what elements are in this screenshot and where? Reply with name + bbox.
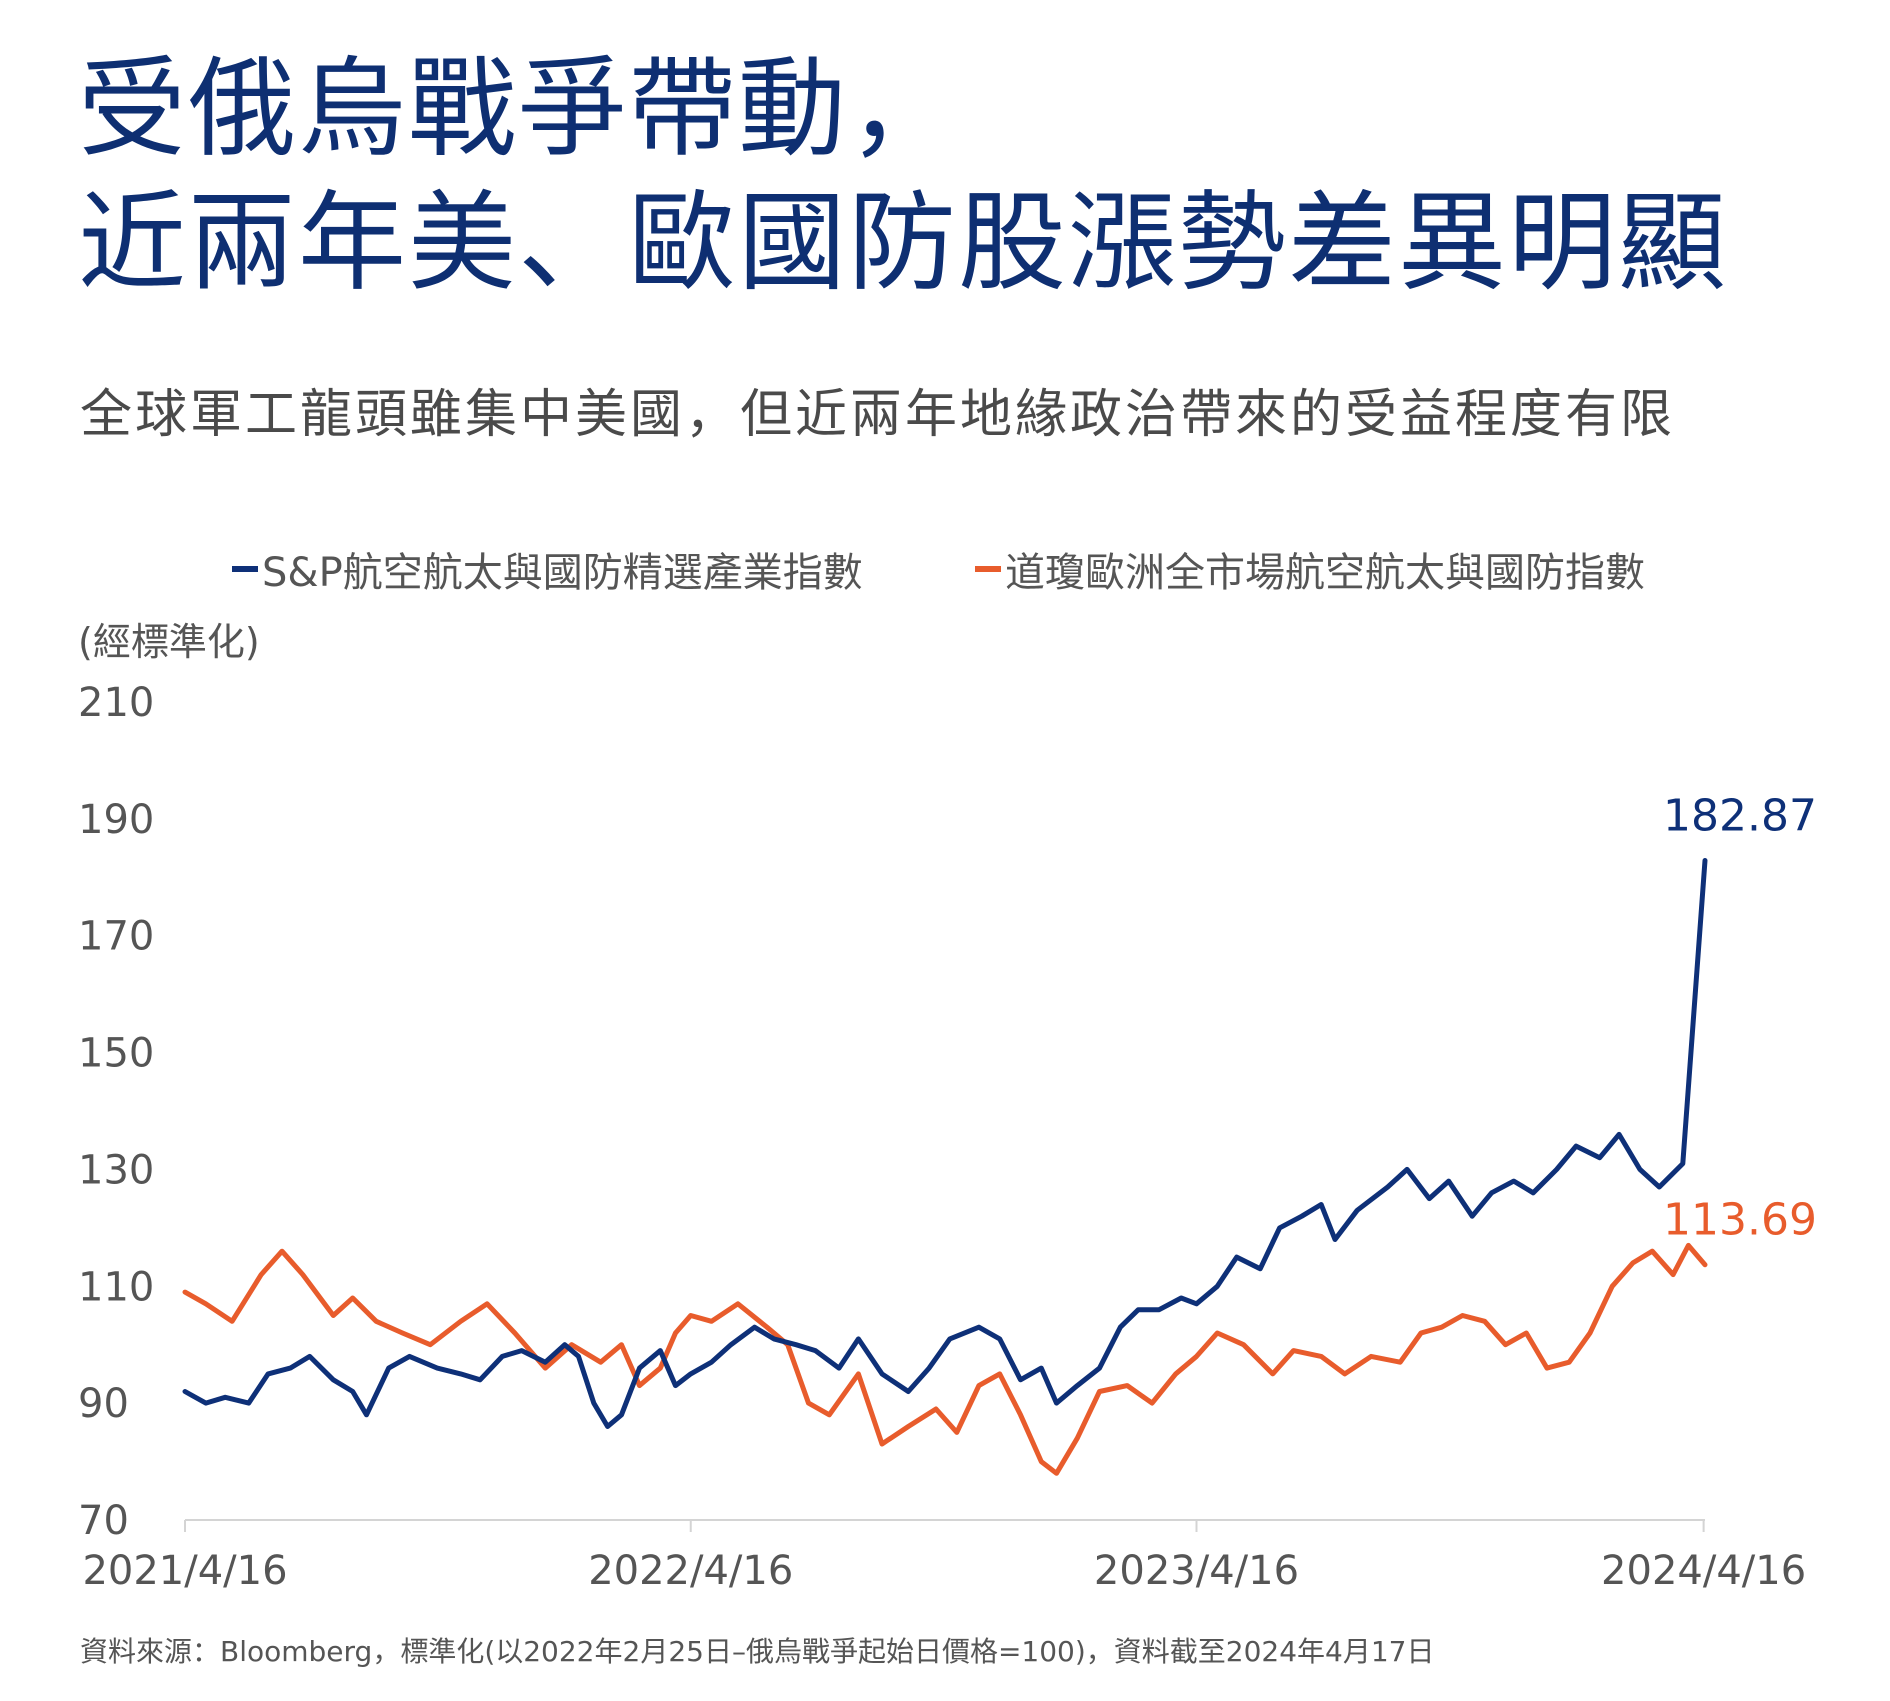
series-line-0 xyxy=(182,858,1708,1429)
chart-legend: S&P航空航太與國防精選產業指數 道瓊歐洲全市場航空航太與國防指數 xyxy=(0,540,1890,600)
x-axis: 2021/4/16 2022/4/16 2023/4/16 2024/4/16 xyxy=(82,1519,1806,1594)
y-tick-label: 90 xyxy=(78,1381,129,1427)
y-tick-label: 110 xyxy=(78,1264,154,1310)
legend-label-us: S&P航空航太與國防精選產業指數 xyxy=(262,550,863,596)
y-tick-label: 210 xyxy=(78,680,154,726)
series-end-label: 182.87 xyxy=(1663,791,1817,842)
series-layer xyxy=(182,858,1708,1476)
y-axis-label: (經標準化) xyxy=(78,620,260,664)
legend-swatch-eu xyxy=(975,566,1001,572)
x-tick-label: 2022/4/16 xyxy=(588,1548,793,1594)
page-title-line-1: 受俄烏戰爭帶動， xyxy=(78,47,959,172)
end-labels: 113.69 182.87 xyxy=(1663,791,1817,1246)
y-tick-label: 70 xyxy=(78,1498,129,1544)
x-tick-label: 2023/4/16 xyxy=(1094,1548,1299,1594)
y-axis-ticks: 210 190 170 150 130 110 90 70 xyxy=(78,680,154,1544)
source-footnote: 資料來源：Bloomberg，標準化(以2022年2月25日–俄烏戰爭起始日價格… xyxy=(80,1635,1435,1668)
series-line-1 xyxy=(182,1242,1708,1476)
series-end-label: 113.69 xyxy=(1663,1195,1817,1246)
x-tick-label: 2021/4/16 xyxy=(82,1548,287,1594)
y-tick-label: 150 xyxy=(78,1031,154,1077)
legend-swatch-us xyxy=(232,566,258,572)
page-subtitle: 全球軍工龍頭雖集中美國，但近兩年地緣政治帶來的受益程度有限 xyxy=(80,385,1676,445)
legend-item-eu: 道瓊歐洲全市場航空航太與國防指數 xyxy=(975,540,1645,598)
y-tick-label: 170 xyxy=(78,914,154,960)
y-tick-label: 130 xyxy=(78,1147,154,1193)
legend-label-eu: 道瓊歐洲全市場航空航太與國防指數 xyxy=(1005,550,1645,596)
x-tick-label: 2024/4/16 xyxy=(1601,1548,1806,1594)
legend-item-us: S&P航空航太與國防精選產業指數 xyxy=(232,540,863,598)
page-title-line-2: 近兩年美、歐國防股漲勢差異明顯 xyxy=(78,181,1729,306)
y-tick-label: 190 xyxy=(78,797,154,843)
